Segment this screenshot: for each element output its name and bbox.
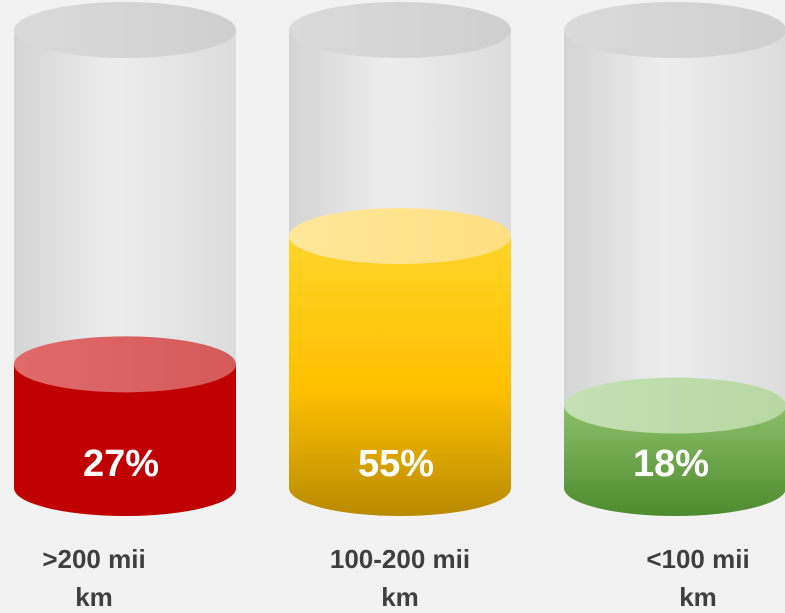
data-label: 55% bbox=[358, 443, 434, 485]
category-label: >200 mii bbox=[42, 544, 145, 574]
bar bbox=[289, 236, 511, 516]
bar-top bbox=[14, 336, 236, 393]
category-label: <100 mii bbox=[646, 544, 749, 574]
data-label: 18% bbox=[633, 443, 709, 485]
bar bbox=[14, 364, 236, 516]
category-label: km bbox=[679, 582, 717, 612]
category-label: km bbox=[75, 582, 113, 612]
bar bbox=[564, 405, 785, 516]
category-label: 100-200 mii bbox=[330, 544, 470, 574]
bar-top bbox=[564, 377, 785, 434]
category-label: km bbox=[381, 582, 419, 612]
cylinder-track-top bbox=[14, 2, 236, 58]
cylinder-track-top bbox=[564, 2, 785, 58]
bar-top bbox=[289, 208, 511, 265]
data-label: 27% bbox=[83, 443, 159, 485]
cylinder-track-top bbox=[289, 2, 511, 58]
